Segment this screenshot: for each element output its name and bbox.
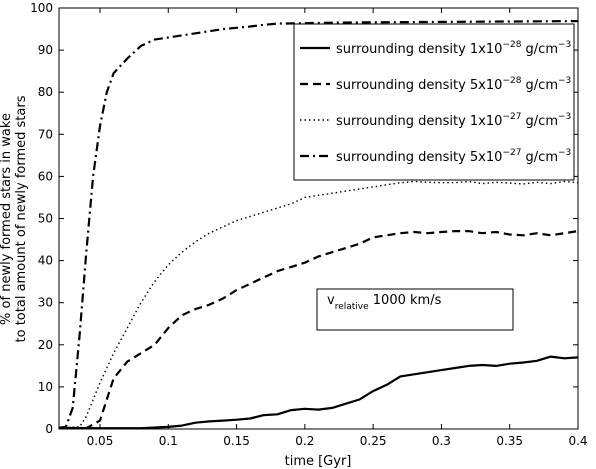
legend-unit-0: g/cm	[521, 42, 558, 57]
legend-exponent-0: −28	[502, 40, 521, 50]
x-tick-label-6: 0.35	[496, 434, 523, 448]
x-tick-label-1: 0.1	[159, 434, 178, 448]
annotation-box	[316, 288, 514, 331]
x-tick-label-0: 0.05	[87, 434, 114, 448]
legend-label-3: surrounding density 5x10−27 g/cm−3	[336, 148, 571, 165]
legend-unit-2: g/cm	[521, 114, 558, 129]
series-line-2	[59, 180, 578, 429]
x-axis-label: time [Gyr]	[285, 454, 352, 469]
legend-exponent-2: −27	[502, 112, 521, 122]
legend-label-0: surrounding density 1x10−28 g/cm−3	[336, 40, 571, 57]
legend-box	[293, 23, 575, 181]
annotation-v: v	[327, 293, 335, 308]
annotation-text: vrelative 1000 km/s	[327, 293, 442, 312]
y-axis-label-line1: % of newly formed stars in wake	[0, 113, 14, 325]
y-tick-label-0: 0	[45, 422, 53, 436]
legend-prefix-3: surrounding density 5x10	[336, 150, 502, 165]
velocity-annotation: vrelative 1000 km/s	[316, 288, 514, 331]
x-tick-label-4: 0.25	[360, 434, 387, 448]
y-tick-label-3: 30	[38, 296, 53, 310]
annotation-subscript: relative	[335, 302, 369, 312]
y-tick-label-2: 20	[38, 338, 53, 352]
plot-frame	[58, 7, 579, 430]
legend: surrounding density 1x10−28 g/cm−3surrou…	[293, 23, 575, 181]
annotation-value: 1000 km/s	[369, 293, 442, 308]
legend-label-1: surrounding density 5x10−28 g/cm−3	[336, 76, 571, 93]
y-tick-label-9: 90	[38, 43, 53, 57]
y-tick-label-10: 100	[30, 1, 53, 15]
series-line-0	[59, 355, 578, 429]
legend-prefix-1: surrounding density 5x10	[336, 78, 502, 93]
legend-label-2: surrounding density 1x10−27 g/cm−3	[336, 112, 571, 129]
y-tick-label-1: 10	[38, 380, 53, 394]
x-tick-label-3: 0.2	[295, 434, 314, 448]
series-line-1	[59, 230, 578, 429]
y-tick-label-4: 40	[38, 254, 53, 268]
y-tick-label-8: 80	[38, 85, 53, 99]
legend-prefix-0: surrounding density 1x10	[336, 42, 502, 57]
legend-unit-3: g/cm	[521, 150, 558, 165]
y-tick-label-7: 70	[38, 127, 53, 141]
x-tick-label-2: 0.15	[223, 434, 250, 448]
legend-unit-exp-1: −3	[558, 76, 571, 86]
y-tick-label-6: 60	[38, 169, 53, 183]
y-axis-label-line2: to total amount of newly formed stars	[14, 95, 29, 342]
legend-unit-exp-3: −3	[558, 148, 571, 158]
legend-unit-exp-0: −3	[558, 40, 571, 50]
x-tick-label-5: 0.3	[432, 434, 451, 448]
legend-exponent-1: −28	[502, 76, 521, 86]
x-tick-label-7: 0.4	[568, 434, 587, 448]
legend-exponent-3: −27	[502, 148, 521, 158]
legend-unit-1: g/cm	[521, 78, 558, 93]
legend-prefix-2: surrounding density 1x10	[336, 114, 502, 129]
legend-unit-exp-2: −3	[558, 112, 571, 122]
y-tick-label-5: 50	[38, 212, 53, 226]
